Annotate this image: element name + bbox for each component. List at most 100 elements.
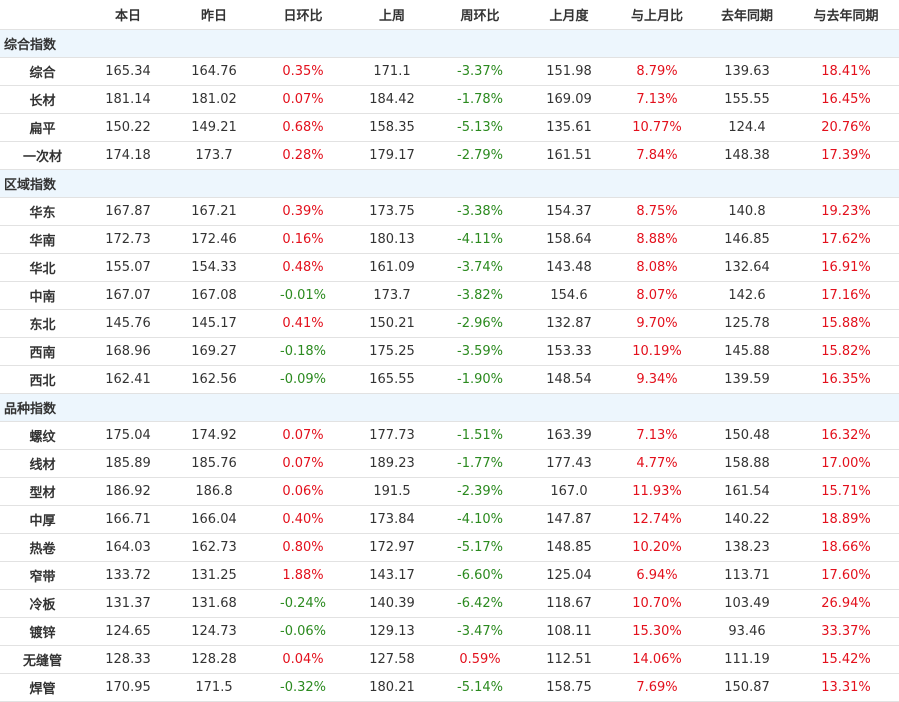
table-cell: 9.70%: [613, 309, 701, 338]
table-row: 型材 186.92 186.8 0.06% 191.5 -2.39% 167.0 11.93%…: [0, 477, 899, 506]
table-cell: 149.21: [171, 113, 257, 142]
table-cell: 172.97: [349, 533, 435, 562]
table-cell: 185.89: [85, 449, 171, 478]
table-cell: 158.75: [525, 673, 613, 702]
table-cell: 173.7: [171, 141, 257, 170]
row-label: 窄带: [0, 561, 85, 590]
row-label: 中南: [0, 281, 85, 310]
table-cell: 16.45%: [793, 85, 899, 114]
table-cell: -3.82%: [435, 281, 525, 310]
table-cell: 167.07: [85, 281, 171, 310]
row-label: 无缝管: [0, 645, 85, 674]
table-cell: 11.93%: [613, 477, 701, 506]
table-cell: 171.5: [171, 673, 257, 702]
table-cell: 150.87: [701, 673, 793, 702]
section-title: 品种指数: [0, 393, 899, 422]
section-row: 综合指数: [0, 29, 899, 58]
table-cell: 6.94%: [613, 561, 701, 590]
table-cell: 132.64: [701, 253, 793, 282]
table-cell: -2.96%: [435, 309, 525, 338]
table-cell: 150.48: [701, 421, 793, 450]
table-cell: 140.22: [701, 505, 793, 534]
table-cell: 161.09: [349, 253, 435, 282]
table-cell: 166.04: [171, 505, 257, 534]
table-cell: 0.48%: [257, 253, 349, 282]
table-cell: 93.46: [701, 617, 793, 646]
table-cell: 163.39: [525, 421, 613, 450]
table-cell: 158.64: [525, 225, 613, 254]
table-cell: -0.06%: [257, 617, 349, 646]
header-row: 本日 昨日 日环比 上周 周环比 上月度 与上月比 去年同期 与去年同期: [0, 0, 899, 30]
table-cell: 162.56: [171, 365, 257, 394]
table-cell: 147.87: [525, 505, 613, 534]
table-cell: 118.67: [525, 589, 613, 618]
table-cell: -5.17%: [435, 533, 525, 562]
table-cell: 17.62%: [793, 225, 899, 254]
table-cell: 108.11: [525, 617, 613, 646]
table-cell: 177.43: [525, 449, 613, 478]
table-cell: 8.08%: [613, 253, 701, 282]
row-label: 焊管: [0, 673, 85, 702]
table-cell: 164.03: [85, 533, 171, 562]
table-cell: 111.19: [701, 645, 793, 674]
table-cell: 175.04: [85, 421, 171, 450]
row-label: 线材: [0, 449, 85, 478]
table-cell: -6.60%: [435, 561, 525, 590]
table-cell: -0.32%: [257, 673, 349, 702]
table-cell: 155.55: [701, 85, 793, 114]
table-cell: 124.65: [85, 617, 171, 646]
table-cell: 148.38: [701, 141, 793, 170]
table-cell: 153.33: [525, 337, 613, 366]
row-label: 热卷: [0, 533, 85, 562]
table-cell: 0.40%: [257, 505, 349, 534]
table-cell: 0.41%: [257, 309, 349, 338]
column-header: [0, 0, 85, 30]
table-cell: 173.84: [349, 505, 435, 534]
table-cell: 8.88%: [613, 225, 701, 254]
table-cell: 15.88%: [793, 309, 899, 338]
table-cell: 158.88: [701, 449, 793, 478]
row-label: 长材: [0, 85, 85, 114]
table-cell: 131.37: [85, 589, 171, 618]
table-cell: 168.96: [85, 337, 171, 366]
table-row: 华南 172.73 172.46 0.16% 180.13 -4.11% 158.64 8.8…: [0, 225, 899, 254]
table-cell: 172.73: [85, 225, 171, 254]
table-cell: -3.59%: [435, 337, 525, 366]
table-row: 长材 181.14 181.02 0.07% 184.42 -1.78% 169.09 7.1…: [0, 85, 899, 114]
table-row: 热卷 164.03 162.73 0.80% 172.97 -5.17% 148.85 10.…: [0, 533, 899, 562]
table-cell: -0.09%: [257, 365, 349, 394]
table-cell: 125.78: [701, 309, 793, 338]
table-cell: 180.21: [349, 673, 435, 702]
table-cell: 181.14: [85, 85, 171, 114]
table-cell: 7.13%: [613, 421, 701, 450]
table-cell: 0.07%: [257, 85, 349, 114]
column-header: 去年同期: [701, 0, 793, 30]
table-cell: 103.49: [701, 589, 793, 618]
table-cell: -0.18%: [257, 337, 349, 366]
table-cell: 154.37: [525, 197, 613, 226]
table-cell: 131.68: [171, 589, 257, 618]
column-header: 与上月比: [613, 0, 701, 30]
table-cell: -6.42%: [435, 589, 525, 618]
table-cell: 128.28: [171, 645, 257, 674]
table-cell: -3.37%: [435, 57, 525, 86]
table-cell: 164.76: [171, 57, 257, 86]
table-cell: 17.60%: [793, 561, 899, 590]
table-cell: -3.74%: [435, 253, 525, 282]
table-cell: -0.24%: [257, 589, 349, 618]
table-cell: 129.13: [349, 617, 435, 646]
table-cell: 138.23: [701, 533, 793, 562]
row-label: 螺纹: [0, 421, 85, 450]
table-cell: 0.80%: [257, 533, 349, 562]
table-cell: 169.09: [525, 85, 613, 114]
column-header: 昨日: [171, 0, 257, 30]
table-cell: 186.8: [171, 477, 257, 506]
table-cell: 16.91%: [793, 253, 899, 282]
column-header: 上周: [349, 0, 435, 30]
table-cell: 8.07%: [613, 281, 701, 310]
table-cell: 0.07%: [257, 421, 349, 450]
table-cell: 140.39: [349, 589, 435, 618]
table-cell: 185.76: [171, 449, 257, 478]
table-cell: 133.72: [85, 561, 171, 590]
table-cell: 177.73: [349, 421, 435, 450]
